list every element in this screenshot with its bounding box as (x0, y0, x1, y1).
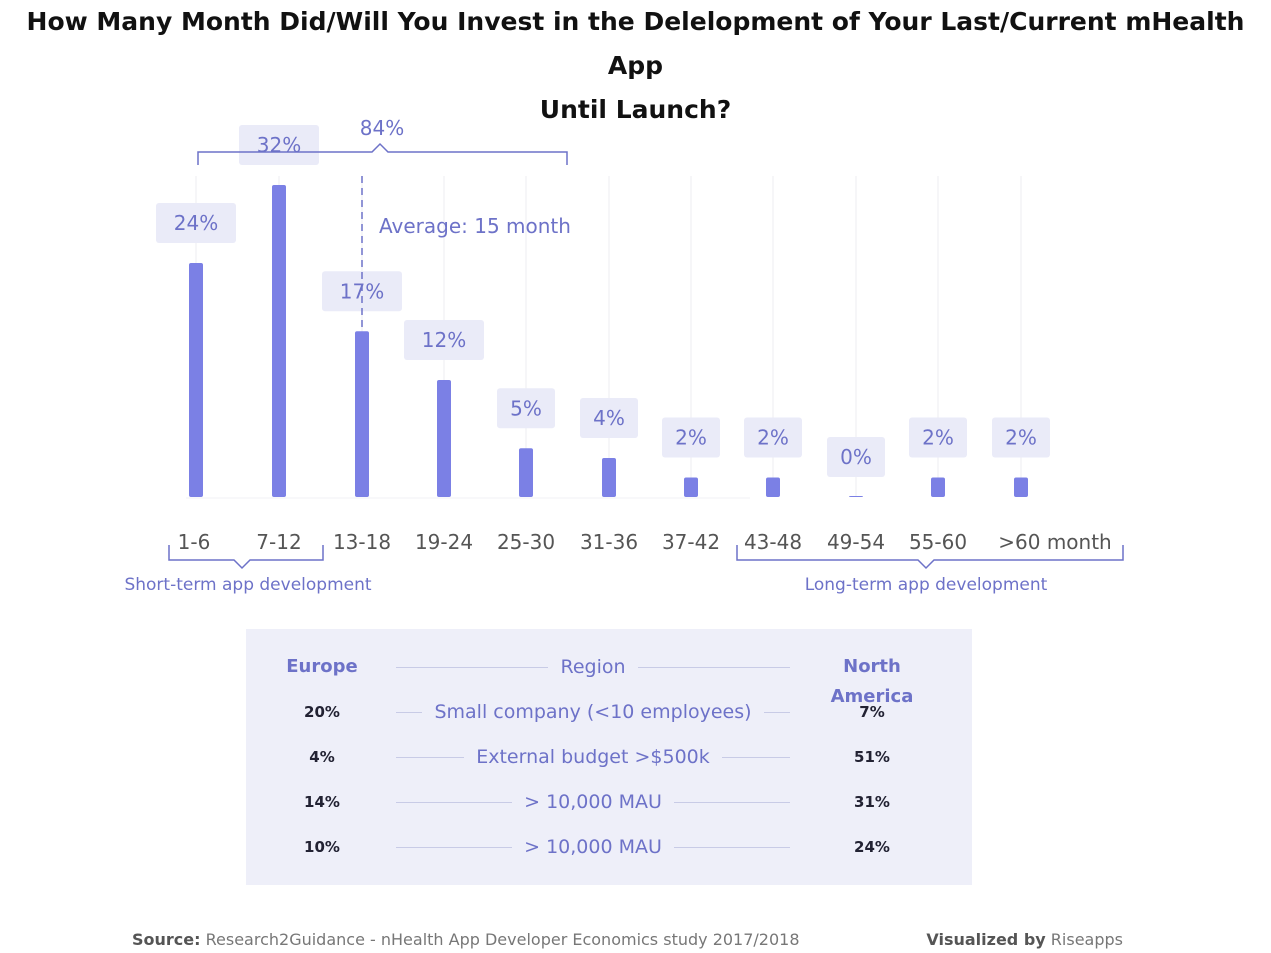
bar-chart: 24%1-632%7-1217%13-1812%19-245%25-304%31… (124, 116, 1124, 595)
value-label-box (404, 320, 484, 360)
europe-value: 20% (304, 703, 340, 721)
value-label: 32% (257, 133, 301, 157)
table-row: 20% Small company (<10 employees) 7% (246, 697, 972, 727)
source-label: Source: (132, 930, 201, 949)
visualized-label: Visualized by (926, 930, 1046, 949)
header-region-label: Region (548, 656, 638, 678)
europe-value: 4% (309, 748, 335, 766)
bar (602, 458, 616, 497)
value-label: 12% (422, 328, 466, 352)
north-america-value: 7% (859, 703, 885, 721)
top-bracket (197, 142, 568, 165)
x-tick-label: 1-6 (178, 530, 211, 554)
x-tick-label: 31-36 (580, 530, 638, 554)
europe-value: 14% (304, 793, 340, 811)
value-label-box (322, 271, 402, 312)
value-label-box (497, 388, 555, 429)
bar (766, 477, 780, 497)
x-tick-label: 13-18 (333, 530, 391, 554)
value-label-box (744, 417, 802, 458)
value-label: 0% (840, 445, 872, 469)
value-label-box (992, 417, 1050, 458)
value-label-box (239, 125, 319, 165)
value-label-box (909, 417, 967, 458)
short-term-label: Short-term app development (124, 575, 371, 595)
table-header-row: Europe Region North America (246, 652, 972, 707)
region-cell: > 10,000 MAU (396, 832, 790, 862)
header-europe: Europe (286, 656, 358, 677)
region-cell: Small company (<10 employees) (396, 697, 790, 727)
north-america-value: 24% (854, 838, 890, 856)
value-label: 24% (174, 211, 218, 235)
table-row: 4% External budget >$500k 51% (246, 742, 972, 772)
region-cell: > 10,000 MAU (396, 787, 790, 817)
x-tick-label: 43-48 (744, 530, 802, 554)
bar (684, 477, 698, 497)
region-label: > 10,000 MAU (512, 836, 674, 858)
x-tick-label: 25-30 (497, 530, 555, 554)
chart-title: How Many Month Did/Will You Invest in th… (0, 0, 1271, 132)
region-cell: External budget >$500k (396, 742, 790, 772)
long-term-bracket (736, 545, 1124, 570)
region-label: External budget >$500k (464, 746, 722, 768)
table-row: 14% > 10,000 MAU 31% (246, 787, 972, 817)
x-tick-label: 55-60 (909, 530, 967, 554)
comparison-table: Europe Region North America 20% Small co… (246, 629, 972, 885)
bar (355, 331, 369, 497)
average-label: Average: 15 month (379, 214, 571, 238)
chart-title-line1: How Many Month Did/Will You Invest in th… (26, 7, 1245, 80)
value-label: 2% (1005, 426, 1037, 450)
north-america-value: 31% (854, 793, 890, 811)
x-tick-label: 7-12 (256, 530, 301, 554)
value-label: 2% (757, 426, 789, 450)
table-row: 10% > 10,000 MAU 24% (246, 832, 972, 862)
long-term-label: Long-term app development (805, 575, 1048, 595)
bar (931, 477, 945, 497)
visualized-text: Riseapps (1050, 930, 1123, 949)
region-label: > 10,000 MAU (512, 791, 674, 813)
value-label-box (580, 398, 638, 438)
short-term-bracket (168, 545, 324, 570)
europe-value: 10% (304, 838, 340, 856)
value-label-box (827, 437, 885, 477)
header-north-america: North America (830, 656, 914, 707)
region-label: Small company (<10 employees) (422, 701, 764, 723)
source-text: Research2Guidance - nHealth App Develope… (205, 930, 800, 949)
source-note: Source: Research2Guidance - nHealth App … (132, 930, 800, 949)
bar (519, 448, 533, 497)
credit-note: Visualized by Riseapps (926, 930, 1123, 949)
x-tick-label: 37-42 (662, 530, 720, 554)
value-label-box (156, 203, 236, 243)
bar (1014, 477, 1028, 497)
value-label: 4% (593, 406, 625, 430)
x-tick-label: >60 month (998, 530, 1111, 554)
x-tick-label: 19-24 (415, 530, 473, 554)
north-america-value: 51% (854, 748, 890, 766)
value-label: 2% (922, 426, 954, 450)
chart-title-line2: Until Launch? (539, 95, 732, 124)
value-label: 5% (510, 396, 542, 420)
value-label-box (662, 417, 720, 458)
bar (437, 380, 451, 497)
bar (272, 185, 286, 497)
header-region: Region (396, 652, 790, 682)
bar (189, 263, 203, 497)
value-label: 2% (675, 426, 707, 450)
x-tick-label: 49-54 (827, 530, 885, 554)
bracket-label: 84% (360, 116, 404, 140)
bar (849, 496, 863, 497)
